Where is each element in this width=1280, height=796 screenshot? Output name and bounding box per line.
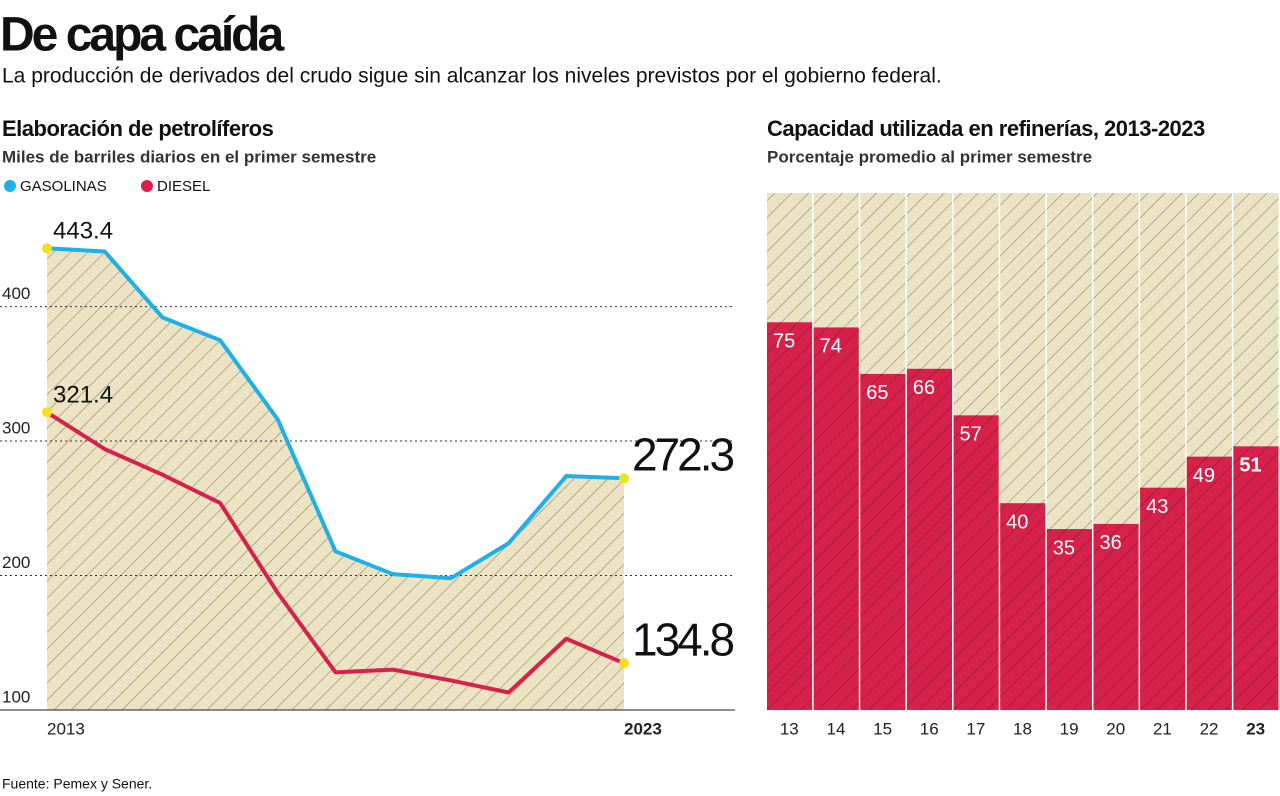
chart-subtitle: Porcentaje promedio al primer semestre bbox=[767, 147, 1092, 166]
legend-label: GASOLINAS bbox=[20, 178, 107, 195]
bar bbox=[860, 373, 906, 710]
value-label: 49 bbox=[1193, 465, 1215, 487]
end-point bbox=[42, 407, 52, 418]
end-point bbox=[619, 473, 629, 484]
title: De capa caída bbox=[0, 9, 284, 62]
x-tick-label: 19 bbox=[1060, 719, 1079, 738]
value-label: 43 bbox=[1146, 496, 1168, 518]
bar bbox=[1140, 487, 1186, 710]
value-label: 272.3 bbox=[632, 428, 734, 480]
y-tick-label: 300 bbox=[2, 419, 30, 438]
x-tick-label: 21 bbox=[1153, 719, 1172, 738]
bar bbox=[953, 415, 999, 710]
area bbox=[47, 248, 624, 711]
end-point bbox=[619, 658, 629, 669]
x-tick-label: 18 bbox=[1013, 719, 1032, 738]
subtitle: La producción de derivados del crudo sig… bbox=[2, 65, 942, 88]
bar bbox=[906, 368, 953, 710]
y-tick-label: 400 bbox=[2, 284, 30, 303]
x-tick-label: 23 bbox=[1246, 719, 1265, 738]
x-tick-label: 22 bbox=[1200, 719, 1219, 738]
bar bbox=[1186, 456, 1232, 710]
value-label: 36 bbox=[1099, 532, 1121, 554]
end-point bbox=[42, 243, 52, 254]
value-label: 74 bbox=[820, 336, 842, 358]
value-label: 321.4 bbox=[53, 382, 113, 409]
legend-swatch bbox=[141, 180, 153, 192]
chart-title: Elaboración de petrolíferos bbox=[2, 116, 274, 141]
chart-subtitle: Miles de barriles diarios en el primer s… bbox=[2, 147, 376, 166]
x-tick-label: 2013 bbox=[47, 719, 85, 738]
value-label: 40 bbox=[1006, 511, 1028, 533]
value-label: 75 bbox=[773, 331, 795, 353]
bar bbox=[813, 327, 859, 710]
value-label: 66 bbox=[913, 377, 935, 399]
value-label: 51 bbox=[1239, 455, 1261, 477]
bar bbox=[1233, 446, 1279, 710]
x-tick-label: 14 bbox=[826, 719, 845, 738]
series-line bbox=[45, 410, 625, 695]
bar bbox=[1093, 523, 1139, 710]
value-label: 35 bbox=[1053, 537, 1075, 559]
source: Fuente: Pemex y Sener. bbox=[2, 776, 152, 792]
series-line bbox=[46, 246, 625, 581]
bar bbox=[767, 322, 813, 710]
x-tick-label: 16 bbox=[920, 719, 939, 738]
bar bbox=[1046, 529, 1092, 710]
value-label: 57 bbox=[960, 424, 982, 446]
value-label: 443.4 bbox=[53, 218, 113, 245]
legend-swatch bbox=[4, 180, 16, 192]
legend-label: DIESEL bbox=[157, 178, 210, 195]
bar bbox=[1000, 503, 1046, 710]
chart-title: Capacidad utilizada en refinerías, 2013-… bbox=[767, 116, 1205, 141]
value-label: 134.8 bbox=[632, 613, 734, 665]
x-tick-label: 15 bbox=[873, 719, 892, 738]
x-tick-label: 2023 bbox=[624, 719, 662, 738]
x-tick-label: 13 bbox=[780, 719, 799, 738]
y-tick-label: 100 bbox=[2, 687, 30, 706]
x-tick-label: 17 bbox=[966, 719, 985, 738]
value-label: 65 bbox=[866, 382, 888, 404]
x-tick-label: 20 bbox=[1106, 719, 1125, 738]
y-tick-label: 200 bbox=[2, 553, 30, 572]
